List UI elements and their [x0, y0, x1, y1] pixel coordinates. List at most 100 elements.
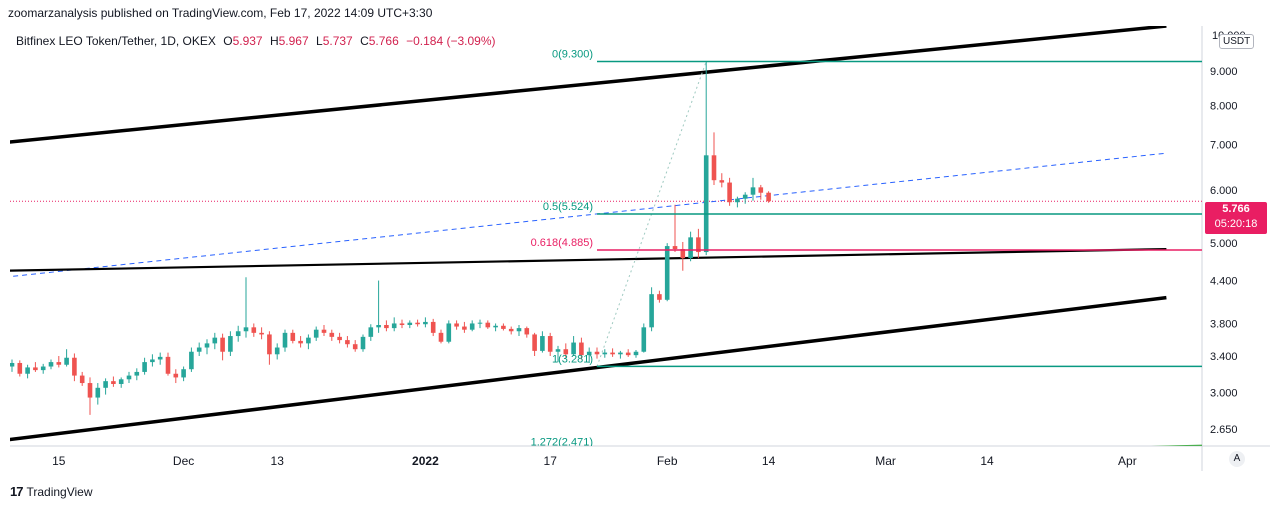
- candle-body: [79, 375, 85, 384]
- close-value: 5.766: [368, 34, 399, 48]
- candle-body: [345, 340, 350, 345]
- open-value: 5.937: [232, 34, 263, 48]
- candles: [10, 61, 771, 415]
- candle-body: [329, 332, 335, 337]
- symbol-legend: Bitfinex LEO Token/Tether, 1D, OKEX O5.9…: [16, 34, 496, 48]
- candle-body: [688, 237, 693, 259]
- symbol-name: Bitfinex LEO Token/Tether, 1D, OKEX: [16, 34, 216, 48]
- currency-button[interactable]: USDT: [1219, 34, 1255, 49]
- candle-body: [516, 328, 522, 332]
- candle-body: [399, 323, 405, 326]
- candle-body: [10, 362, 15, 367]
- x-tick-label: 14: [762, 454, 776, 468]
- candle-body: [212, 337, 218, 344]
- candle-body: [259, 332, 264, 335]
- candle-body: [118, 379, 124, 384]
- candle-body: [267, 334, 272, 355]
- channel-line: [10, 26, 1167, 144]
- candle-body: [337, 336, 342, 341]
- candle-body: [298, 340, 303, 344]
- fib-level-label: 1(3.281): [552, 353, 593, 365]
- candle-body: [657, 294, 662, 300]
- candle-body: [477, 322, 483, 324]
- candle-body: [579, 342, 584, 356]
- candle-body: [610, 352, 615, 355]
- candle-body: [48, 362, 54, 367]
- extension-curve: [1151, 444, 1202, 446]
- candle-body: [735, 198, 740, 203]
- candle-body: [454, 323, 459, 327]
- candle-body: [625, 352, 631, 356]
- x-tick-label: 17: [544, 454, 558, 468]
- footer-brand: 17 TradingView: [10, 484, 93, 499]
- drawing-lines: [10, 26, 1202, 442]
- candle-body: [33, 367, 38, 371]
- candle-body: [547, 336, 553, 352]
- candle-body: [423, 321, 428, 325]
- candle-body: [220, 337, 225, 352]
- candle-body: [134, 371, 140, 376]
- candle-body: [766, 192, 771, 202]
- candle-body: [508, 328, 514, 332]
- candle-body: [111, 381, 116, 384]
- y-tick-label: 3.400: [1210, 351, 1238, 363]
- fib-level-label: 0.618(4.885): [531, 237, 593, 249]
- candle-body: [352, 344, 358, 350]
- high-label: H: [269, 34, 279, 48]
- candle-body: [415, 322, 420, 325]
- brand-name: TradingView: [26, 484, 93, 499]
- candle-body: [711, 155, 717, 181]
- x-tick-label: 14: [980, 454, 994, 468]
- candle-body: [462, 326, 467, 330]
- candle-body: [204, 343, 210, 348]
- candle-body: [719, 180, 725, 183]
- candle-body: [742, 194, 748, 199]
- candle-body: [251, 327, 257, 333]
- channel-line: [10, 247, 1167, 272]
- current-price-label: 5.766 05:20:18: [1205, 202, 1267, 234]
- candle-body: [40, 366, 46, 371]
- candle-body: [126, 375, 132, 380]
- candle-body: [602, 352, 608, 355]
- candle-body: [469, 323, 475, 330]
- candle-body: [618, 352, 623, 355]
- y-tick-label: 3.000: [1210, 388, 1238, 400]
- x-tick-label: Apr: [1118, 454, 1137, 468]
- y-tick-label: 3.800: [1210, 318, 1238, 330]
- y-tick-label: 6.000: [1210, 185, 1238, 197]
- candle-body: [235, 331, 241, 337]
- axes: 9.000 8.000 7.000 6.000 5.000 4.400 3.800 3.400…: [52, 30, 1246, 468]
- fib-level-label: 1.272(2.471): [531, 436, 593, 448]
- candle-body: [540, 336, 545, 351]
- candle-body: [64, 357, 69, 365]
- y-tick-label: 8.000: [1210, 101, 1238, 113]
- candle-body: [696, 237, 701, 253]
- auto-scale-button[interactable]: A: [1229, 451, 1245, 467]
- candle-body: [758, 187, 764, 193]
- candle-body: [633, 351, 639, 356]
- y-tick-label: 7.000: [1210, 140, 1238, 152]
- candle-body: [430, 321, 436, 333]
- x-tick-label: 13: [271, 454, 285, 468]
- candle-body: [703, 155, 709, 253]
- candle-body: [142, 362, 147, 372]
- x-tick-label: Feb: [657, 454, 678, 468]
- candle-body: [181, 369, 186, 378]
- candle-body: [446, 323, 452, 342]
- tradingview-logo-icon: 17: [10, 484, 24, 499]
- candle-body: [321, 329, 327, 333]
- x-tick-label: 15: [52, 454, 66, 468]
- candle-body: [384, 325, 389, 329]
- low-value: 5.737: [322, 34, 353, 48]
- candle-body: [103, 381, 108, 388]
- candle-body: [391, 323, 397, 329]
- change-value: −0.184 (−3.09%): [406, 34, 496, 48]
- open-label: O: [223, 34, 233, 48]
- candle-body: [95, 387, 101, 398]
- low-label: L: [316, 34, 323, 48]
- candle-body: [672, 246, 678, 250]
- candle-body: [649, 294, 654, 328]
- fib-retracement: 0(9.300) 0.5(5.524) 0.618(4.885) 1(3.281) 1.…: [531, 49, 1202, 448]
- fib-level-label: 0.5(5.524): [543, 201, 593, 213]
